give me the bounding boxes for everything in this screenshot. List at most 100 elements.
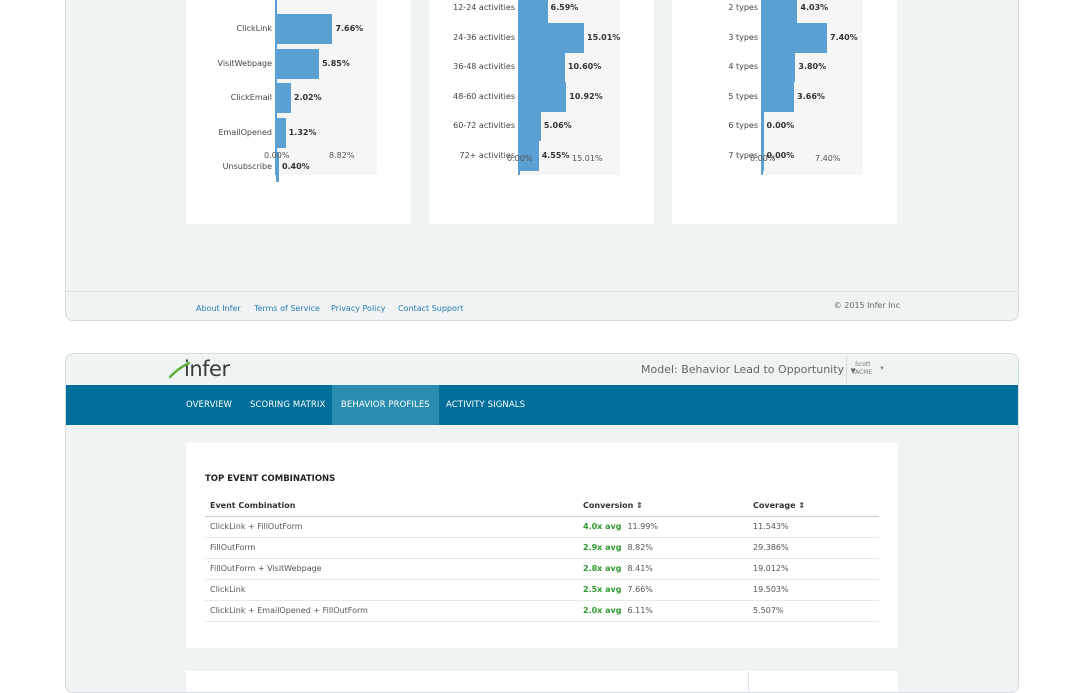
tab-activity-signals[interactable]: ACTIVITY SIGNALS (446, 400, 526, 410)
footer-link-support[interactable]: Contact Support (398, 304, 464, 313)
bar-chart-activity-types: 2 types 4.03% 3 types 7.40% 4 types 3.80% 5 ty… (672, 0, 897, 224)
conversion-rate: 11.99% (627, 522, 658, 531)
user-menu-chevron-icon[interactable]: ▼ (879, 366, 885, 372)
conversion-rate: 7.66% (627, 585, 653, 594)
event-combination-cell: FillOutForm (205, 537, 578, 559)
tab-overview[interactable]: OVERVIEW (186, 400, 233, 410)
bar-value-label: 10.60% (567, 62, 602, 72)
section-title: TOP EVENT COMBINATIONS (205, 474, 336, 484)
event-combination-cell: ClickLink + EmailOpened + FillOutForm (205, 600, 578, 622)
event-combination-cell: FillOutForm + VisitWebpage (205, 558, 578, 580)
bar-category-label: VisitWebpage (217, 58, 272, 68)
header-divider (846, 356, 847, 383)
bar-value-label: 3.66% (797, 91, 825, 101)
avg-multiplier: 4.0x avg (583, 522, 622, 531)
footer-link-privacy[interactable]: Privacy Policy (331, 304, 386, 313)
bar-category-label: 4 types (728, 62, 758, 72)
x-tick-max: 8.82% (329, 151, 355, 160)
chart-bar (519, 22, 584, 53)
x-tick-min: 0.00% (507, 154, 533, 163)
avg-multiplier: 2.0x avg (583, 606, 622, 615)
tab-behavior-profiles[interactable]: BEHAVIOR PROFILES (332, 385, 439, 425)
bar-category-label: 5 types (728, 91, 758, 101)
logo-swoosh-icon (169, 361, 191, 379)
bar-value-label: 10.92% (569, 91, 603, 101)
previous-page-panel: ClickLink 7.66% VisitWebpage 5.85% ClickEmai… (65, 0, 1019, 321)
bar-value-label: 0.40% (281, 162, 310, 171)
avg-multiplier: 2.8x avg (583, 564, 622, 573)
bar-chart-activity-counts: 12-24 activities 6.59% 24-36 activities 15.… (429, 0, 654, 224)
chart-bar (276, 152, 279, 182)
table-row[interactable]: ClickLink 2.5x avg 7.66% 19.503% (205, 579, 879, 601)
chart-bar (762, 52, 796, 83)
model-selector[interactable]: Model: Behavior Lead to Opportunity ▼ (641, 363, 856, 376)
column-header-coverage-label: Coverage (753, 501, 796, 511)
chart-bar (276, 14, 333, 44)
bar-category-label: ClickEmail (230, 93, 272, 102)
bar-category-label: 3 types (728, 32, 758, 42)
conversion-rate: 8.41% (627, 564, 653, 573)
chart-bar (519, 81, 567, 112)
bar-category-label: 24-36 activities (453, 32, 515, 42)
conversion-cell: 2.5x avg 7.66% (578, 579, 748, 601)
user-menu[interactable]: Scott ACME (855, 361, 872, 377)
user-name: Scott (855, 361, 871, 368)
coverage-cell: 5.507% (748, 600, 879, 622)
chart-bar (276, 48, 320, 79)
top-header: infer Model: Behavior Lead to Opportunit… (66, 354, 1018, 385)
table-row[interactable]: FillOutForm 2.9x avg 8.82% 29.386% (205, 537, 879, 559)
column-header-event-combination: Event Combination (205, 496, 578, 517)
next-card (186, 671, 898, 692)
x-tick-min: 0.00% (750, 154, 776, 163)
conversion-cell: 2.8x avg 8.41% (578, 558, 748, 580)
x-tick-min: 0.00% (264, 151, 290, 160)
bar-category-label: 12-24 activities (453, 3, 515, 12)
bar-value-label: 4.03% (800, 3, 829, 12)
table-row[interactable]: FillOutForm + VisitWebpage 2.8x avg 8.41% 1… (205, 558, 879, 580)
bar-value-label: 7.66% (335, 24, 364, 33)
bar-chart-event-types: ClickLink 7.66% VisitWebpage 5.85% ClickEmai… (186, 0, 411, 224)
footer-link-terms[interactable]: Terms of Service (254, 304, 320, 313)
bar-value-label: 1.32% (288, 127, 317, 137)
chevron-down-icon: ▼ (850, 367, 856, 375)
bar-category-label: 2 types (728, 3, 758, 12)
conversion-rate: 6.11% (627, 606, 653, 615)
bar-value-label: 7.40% (830, 32, 858, 42)
logo-text: infer (184, 357, 230, 381)
chart-bar (762, 0, 798, 23)
footer-link-about[interactable]: About Infer (196, 304, 241, 313)
column-header-coverage[interactable]: Coverage ⇕ (748, 496, 879, 517)
infer-logo[interactable]: infer (169, 357, 230, 381)
table-row[interactable]: ClickLink + EmailOpened + FillOutForm 2.0… (205, 600, 879, 622)
tab-scoring-matrix[interactable]: SCORING MATRIX (250, 400, 326, 410)
chart-bar (519, 0, 548, 23)
copyright-text: © 2015 Infer Inc (833, 301, 900, 310)
x-tick-max: 15.01% (572, 154, 603, 163)
bar-category-label: 36-48 activities (453, 62, 515, 72)
chart-bar (762, 81, 795, 112)
conversion-rate: 8.82% (627, 543, 653, 552)
bar-category-label: 6 types (728, 121, 758, 131)
bar-value-label: 6.59% (550, 3, 579, 12)
bar-category-label: ClickLink (236, 24, 272, 33)
column-header-conversion[interactable]: Conversion ⇕ (578, 496, 748, 517)
bar-value-label: 0.00% (766, 151, 795, 160)
bar-value-label: 2.02% (293, 93, 322, 102)
column-header-conversion-label: Conversion (583, 501, 634, 511)
chart-bar (276, 117, 286, 148)
bar-category-label: 60-72 activities (453, 121, 515, 131)
avg-multiplier: 2.9x avg (583, 543, 622, 552)
conversion-cell: 4.0x avg 11.99% (578, 516, 748, 538)
table-row[interactable]: ClickLink + FillOutForm 4.0x avg 11.99% 11.… (205, 516, 879, 538)
event-combination-cell: ClickLink + FillOutForm (205, 516, 578, 538)
model-selector-label: Model: Behavior Lead to Opportunity (641, 363, 845, 376)
bar-value-label: 4.55% (541, 151, 570, 160)
event-combinations-table: Event Combination Conversion ⇕ Coverage … (205, 496, 879, 622)
card-divider (748, 671, 749, 692)
app-window: infer Model: Behavior Lead to Opportunit… (65, 353, 1019, 693)
bar-category-label: 48-60 activities (453, 91, 515, 101)
conversion-cell: 2.0x avg 6.11% (578, 600, 748, 622)
chart-bar (519, 52, 565, 83)
coverage-cell: 19.503% (748, 579, 879, 601)
bar-value-label: 5.06% (543, 121, 572, 131)
